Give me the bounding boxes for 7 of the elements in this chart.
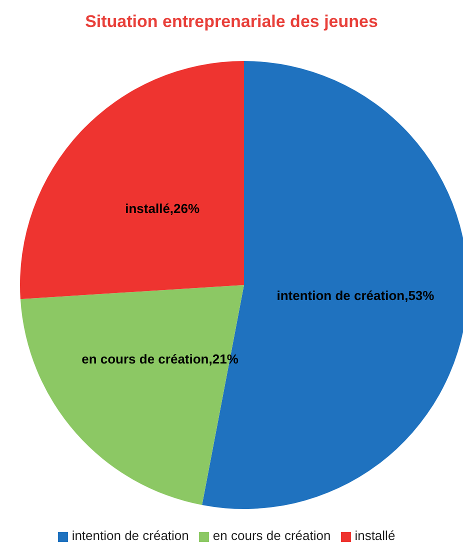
data-label: installé,26% <box>125 200 200 216</box>
legend-label: intention de création <box>72 528 189 543</box>
data-label: intention de création,53% <box>276 288 435 304</box>
legend-label: en cours de création <box>212 528 331 543</box>
data-label: en cours de création,21% <box>82 352 239 367</box>
legend-label: installé <box>354 528 396 543</box>
chart-title: Situation entreprenariale des jeunes <box>84 12 379 32</box>
